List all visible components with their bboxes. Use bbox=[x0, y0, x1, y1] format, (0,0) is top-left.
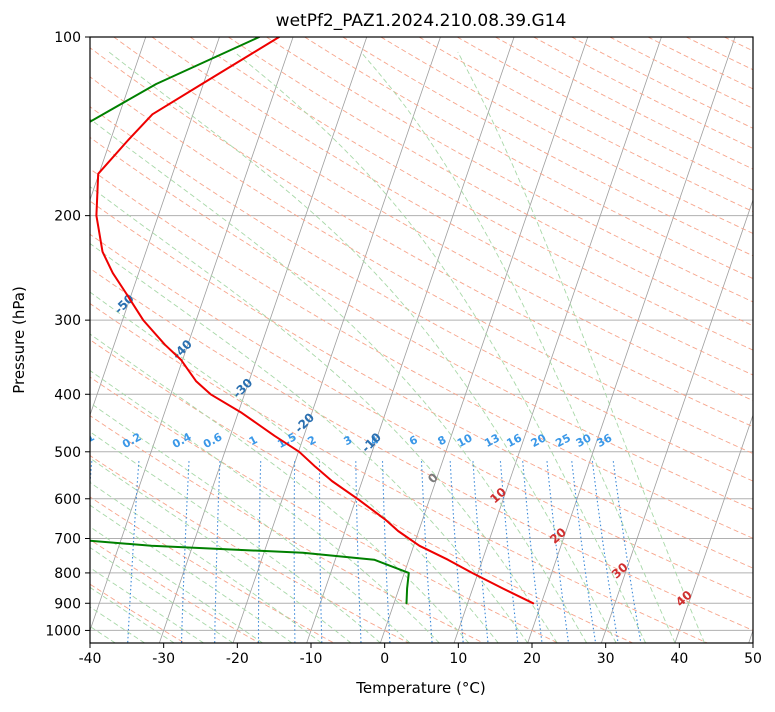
y-tick-label: 1000 bbox=[45, 623, 81, 639]
x-tick-label: -10 bbox=[300, 651, 323, 667]
x-tick-label: -30 bbox=[152, 651, 175, 667]
y-tick-label: 600 bbox=[54, 492, 81, 508]
x-tick-label: 10 bbox=[449, 651, 467, 667]
y-tick-label: 700 bbox=[54, 532, 81, 548]
x-axis-label: Temperature (°C) bbox=[355, 679, 485, 697]
x-tick-label: 0 bbox=[380, 651, 389, 667]
x-tick-label: 30 bbox=[597, 651, 615, 667]
y-tick-label: 200 bbox=[54, 209, 81, 225]
y-tick-label: 500 bbox=[54, 445, 81, 461]
x-tick-label: -20 bbox=[226, 651, 249, 667]
x-tick-label: 20 bbox=[523, 651, 541, 667]
x-tick-label: 50 bbox=[744, 651, 762, 667]
y-axis-label: Pressure (hPa) bbox=[10, 286, 28, 394]
y-tick-label: 100 bbox=[54, 30, 81, 46]
y-tick-label: 300 bbox=[54, 313, 81, 329]
chart-title: wetPf2_PAZ1.2024.210.08.39.G14 bbox=[276, 11, 567, 31]
y-tick-label: 400 bbox=[54, 387, 81, 403]
y-tick-label: 800 bbox=[54, 566, 81, 582]
y-tick-label: 900 bbox=[54, 596, 81, 612]
x-tick-label: 40 bbox=[670, 651, 688, 667]
x-tick-label: -40 bbox=[79, 651, 102, 667]
